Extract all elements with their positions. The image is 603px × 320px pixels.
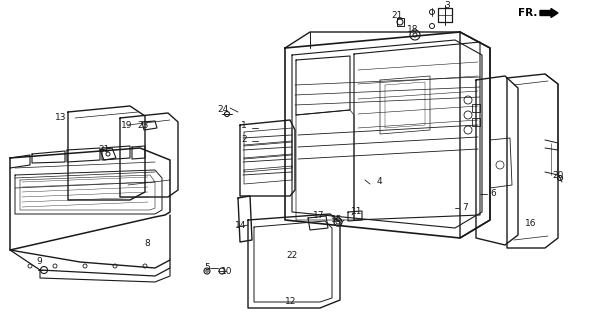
- Text: 16: 16: [525, 219, 537, 228]
- Text: 20: 20: [552, 171, 564, 180]
- FancyArrow shape: [540, 9, 558, 18]
- Text: 13: 13: [55, 113, 67, 122]
- Text: 11: 11: [352, 207, 363, 217]
- Text: 19: 19: [121, 121, 133, 130]
- Text: 2: 2: [241, 134, 247, 143]
- Text: 21: 21: [391, 11, 403, 20]
- Text: 6: 6: [490, 188, 496, 197]
- Text: 23: 23: [137, 121, 149, 130]
- Text: 14: 14: [235, 221, 247, 230]
- Text: 4: 4: [376, 178, 382, 187]
- Text: 18: 18: [407, 25, 418, 34]
- Text: 5: 5: [204, 262, 210, 271]
- Text: 12: 12: [285, 298, 297, 307]
- Text: FR.: FR.: [517, 8, 537, 18]
- Bar: [472, 118, 480, 126]
- Text: 3: 3: [444, 2, 450, 11]
- Text: 10: 10: [221, 267, 233, 276]
- Text: 24: 24: [217, 105, 229, 114]
- Text: 7: 7: [462, 203, 468, 212]
- Text: 8: 8: [144, 239, 150, 249]
- Bar: [472, 104, 480, 112]
- Text: 21: 21: [98, 145, 110, 154]
- Text: 9: 9: [36, 257, 42, 266]
- Text: 15: 15: [331, 214, 343, 223]
- Text: 22: 22: [286, 251, 298, 260]
- Text: 1: 1: [241, 122, 247, 131]
- Text: 17: 17: [313, 211, 325, 220]
